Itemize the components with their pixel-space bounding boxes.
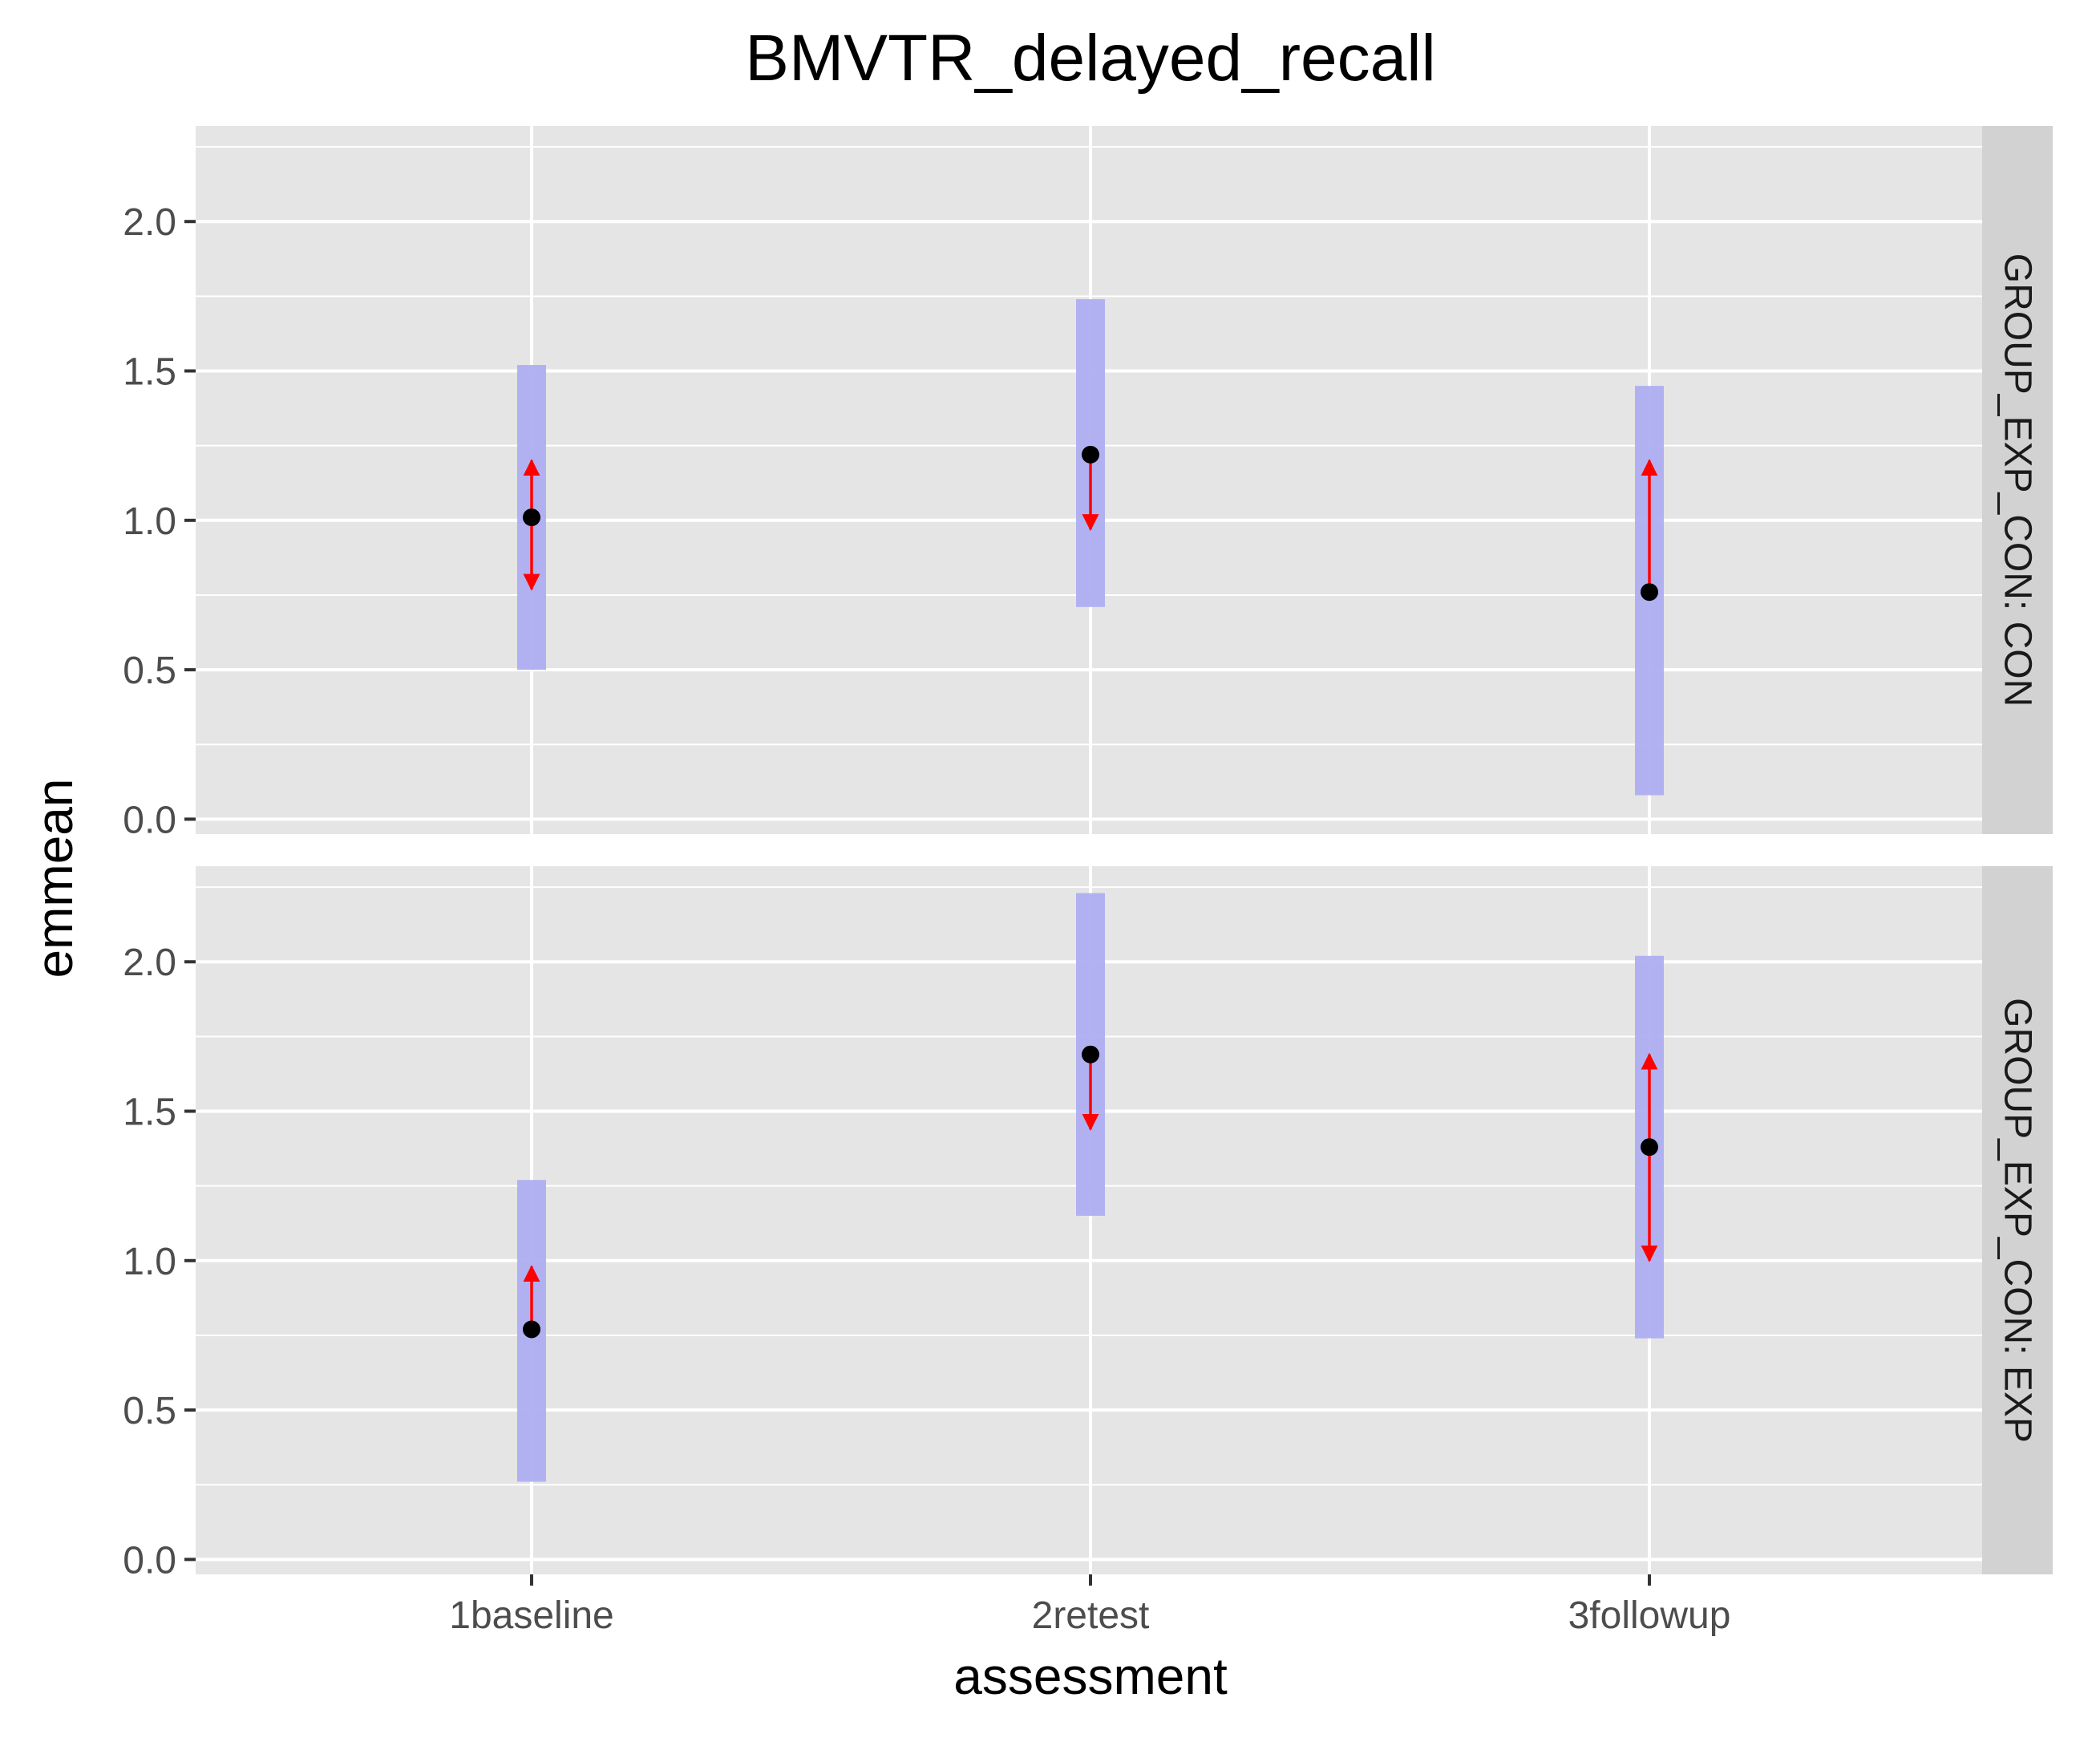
facet-strip-label: GROUP_EXP_CON: CON bbox=[1997, 253, 2039, 707]
emmean-point bbox=[1082, 1045, 1099, 1063]
emmean-point bbox=[1641, 583, 1658, 602]
emmean-point bbox=[523, 508, 540, 527]
y-tick-label: 2.0 bbox=[123, 942, 176, 984]
emmean-point bbox=[523, 1320, 540, 1339]
emmean-point bbox=[1641, 1138, 1658, 1157]
y-tick-label: 0.0 bbox=[123, 799, 176, 841]
y-axis-title: emmean bbox=[26, 779, 83, 978]
x-tick-label: 1baseline bbox=[449, 1594, 614, 1637]
panel-1: 0.0 0.5 1.0 1.5 2.0 GROUP_EXP_CON: CON bbox=[123, 126, 2053, 841]
facet-strip bbox=[1982, 126, 2053, 834]
x-tick-label: 3followup bbox=[1568, 1594, 1731, 1637]
x-tick-label: 2retest bbox=[1032, 1594, 1150, 1637]
x-axis-title: assessment bbox=[953, 1647, 1228, 1705]
facet-panels: 0.0 0.5 1.0 1.5 2.0 GROUP_EXP_CON: CON 0.0 0.5 1… bbox=[123, 126, 2053, 1637]
y-tick-label: 1.0 bbox=[123, 1241, 176, 1283]
facet-strip-label: GROUP_EXP_CON: EXP bbox=[1997, 998, 2039, 1443]
y-tick-label: 0.0 bbox=[123, 1539, 176, 1582]
y-tick-label: 1.5 bbox=[123, 351, 176, 394]
panel-2: 0.0 0.5 1.0 1.5 2.0 GROUP_EXP_CON: EXP bbox=[123, 866, 2053, 1582]
y-tick-label: 1.5 bbox=[123, 1092, 176, 1134]
emmean-point bbox=[1082, 445, 1099, 464]
y-tick-label: 0.5 bbox=[123, 650, 176, 692]
chart-title: BMVTR_delayed_recall bbox=[745, 22, 1435, 95]
y-tick-label: 0.5 bbox=[123, 1390, 176, 1432]
y-tick-label: 2.0 bbox=[123, 201, 176, 244]
facet-strip bbox=[1982, 866, 2053, 1574]
y-tick-label: 1.0 bbox=[123, 500, 176, 543]
